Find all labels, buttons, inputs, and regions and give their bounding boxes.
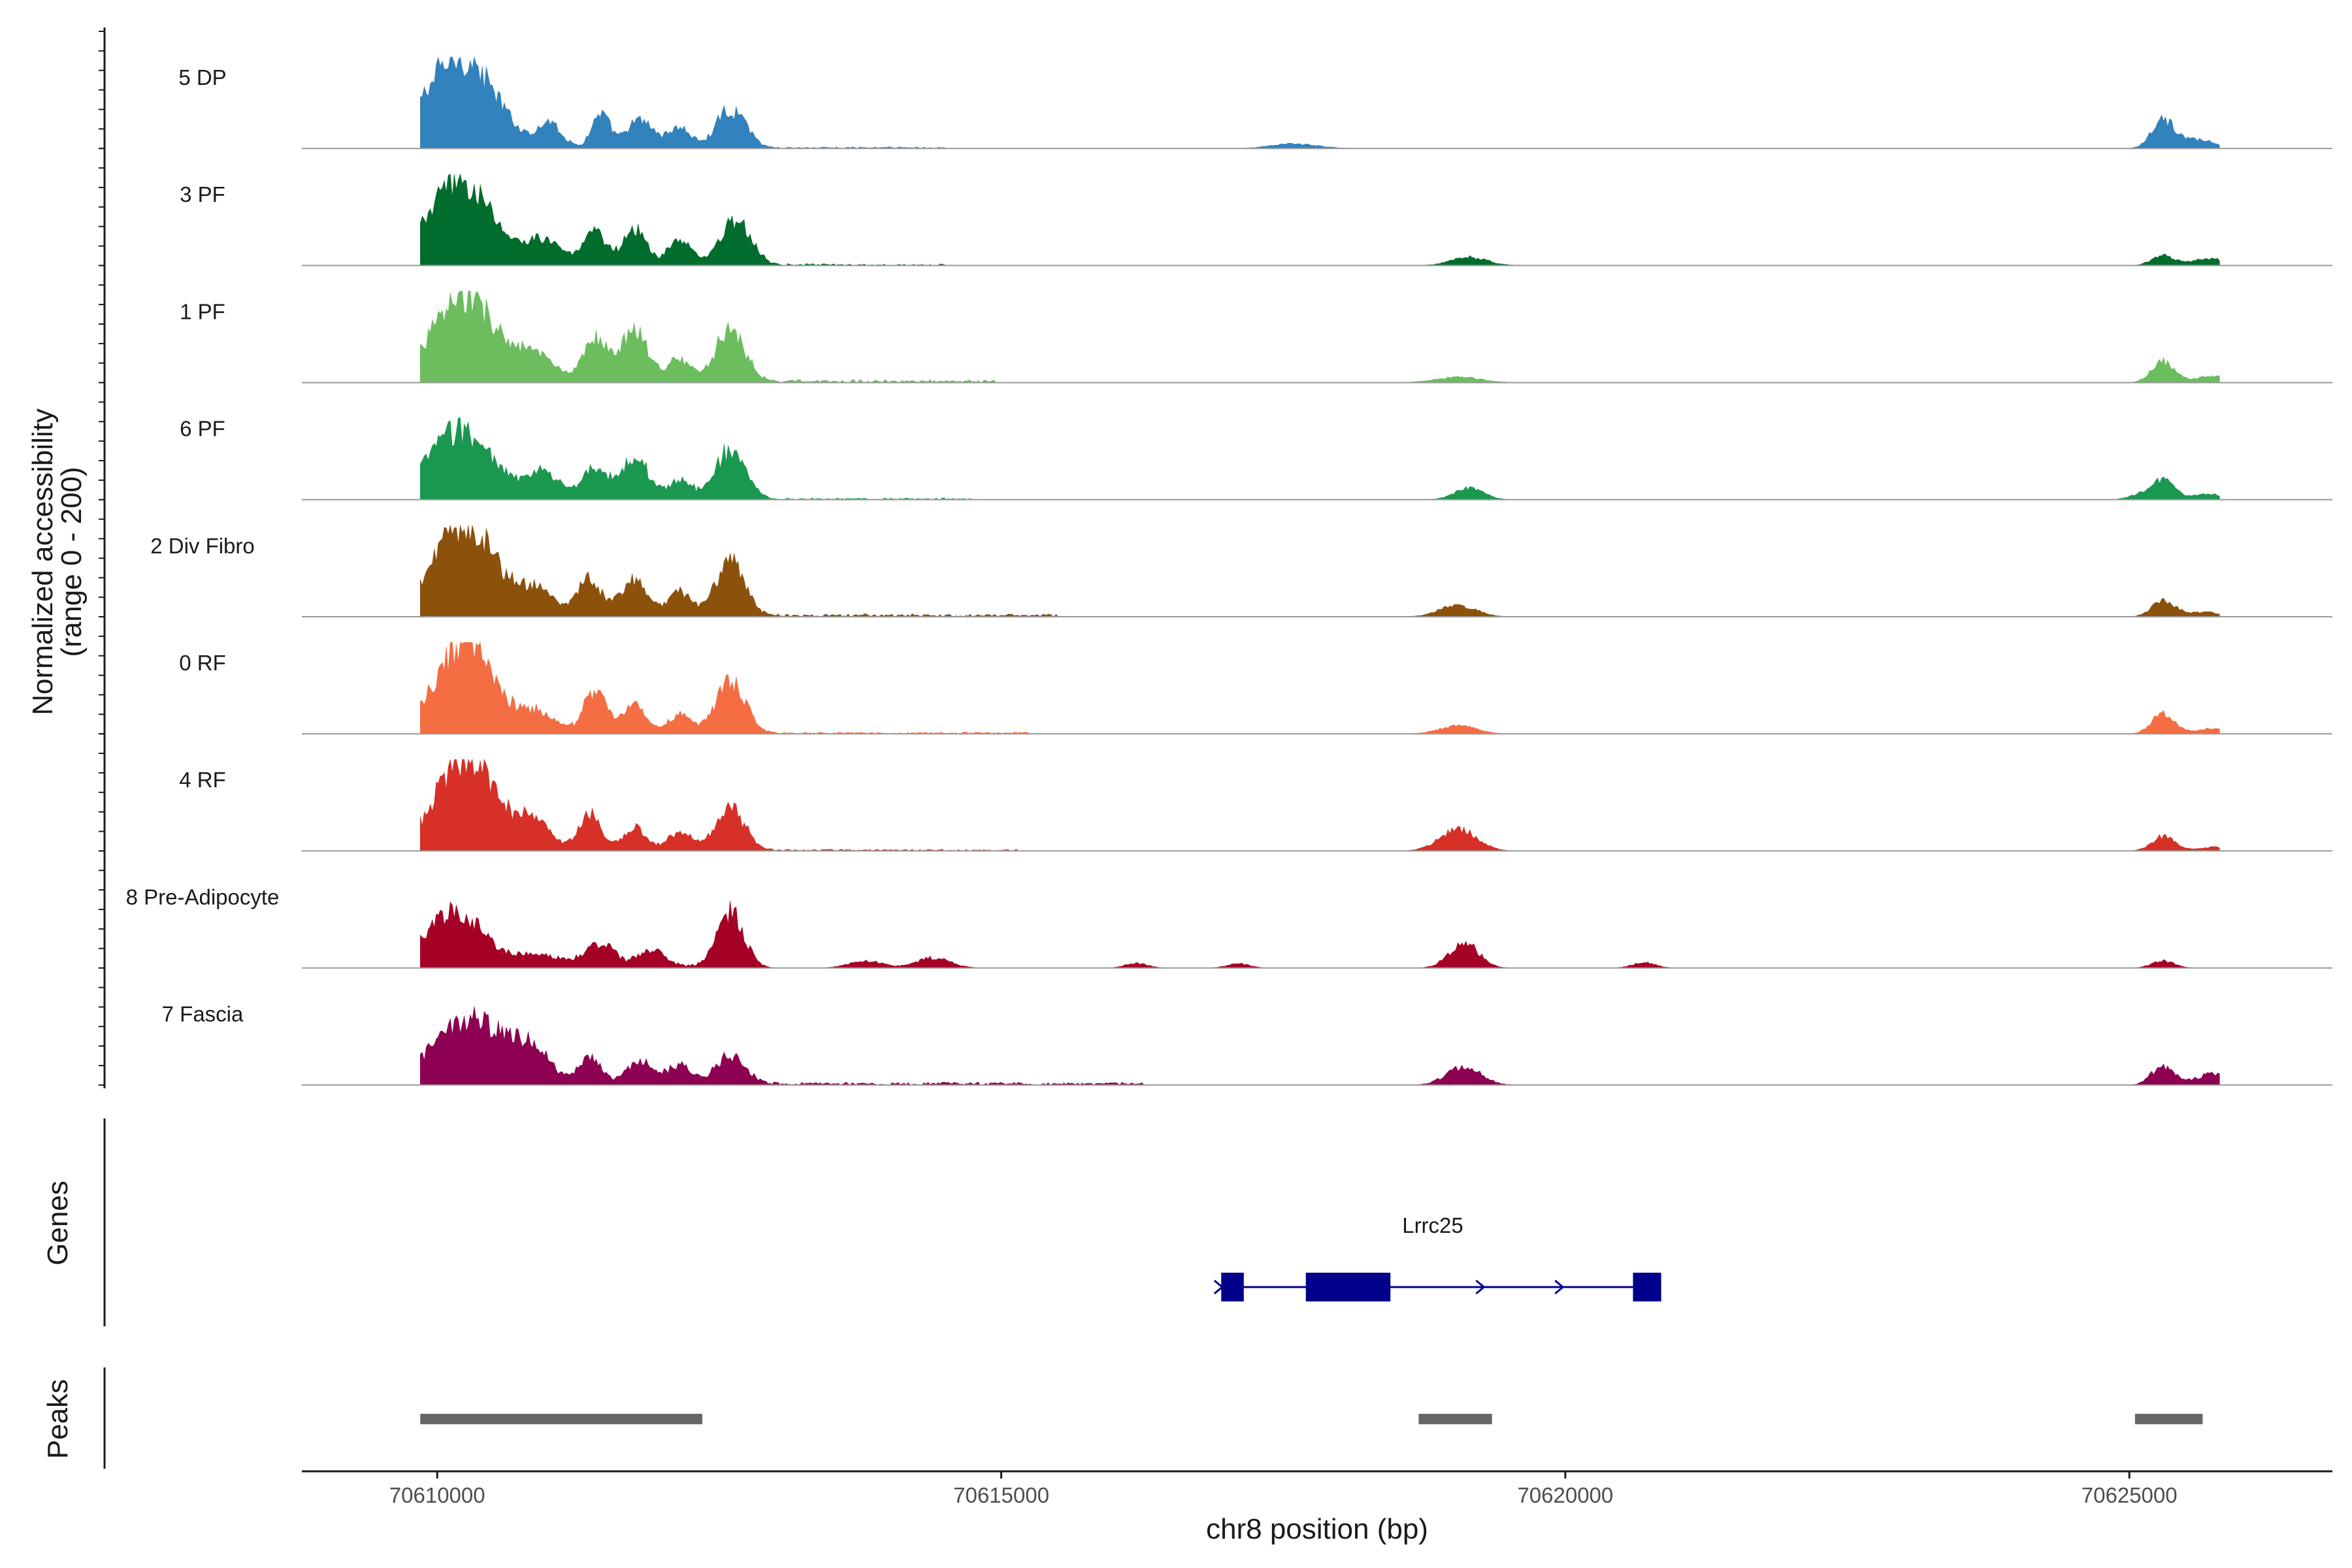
gene-annotation-panel: Genes Lrrc25 [42, 1119, 1661, 1326]
peaks-panel: Peaks [42, 1367, 2203, 1469]
track-4-rf: 4 RF [179, 759, 2332, 852]
y-axis-title: Normalized accessibility [27, 408, 59, 715]
gene-name-label: Lrrc25 [1402, 1213, 1463, 1237]
track-label: 6 PF [180, 417, 225, 441]
coverage-tracks: 5 DP 3 PF 1 PF 6 PF 2 Div Fibro 0 RF 4 RF 8 Pre… [27, 27, 2332, 1088]
strand-arrow [1475, 1279, 1486, 1295]
coverage-area [420, 56, 2220, 149]
track-label: 5 DP [178, 65, 226, 90]
peak-region [420, 1414, 702, 1424]
coverage-area [420, 291, 2220, 383]
track-5-dp: 5 DP [178, 56, 2332, 150]
track-0-rf: 0 RF [179, 642, 2332, 735]
x-axis: 70610000 70615000 70620000 70625000 chr8 pos… [302, 1470, 2332, 1545]
strand-arrow [1554, 1279, 1565, 1295]
track-label: 2 Div Fibro [150, 534, 255, 558]
track-2-div-fibro: 2 Div Fibro [150, 525, 2332, 617]
track-label: 1 PF [180, 299, 225, 323]
y-axis-range: (range 0 - 200) [56, 466, 88, 657]
gene-exon [1221, 1273, 1244, 1301]
x-axis-title: chr8 position (bp) [1206, 1513, 1428, 1545]
track-label: 4 RF [179, 768, 226, 792]
x-tick-label: 70615000 [953, 1483, 1049, 1507]
track-7-fascia: 7 Fascia [162, 1002, 2332, 1086]
coverage-area [420, 173, 2220, 266]
track-8-pre-adipocyte: 8 Pre-Adipocyte [126, 885, 2332, 969]
track-label: 7 Fascia [162, 1002, 244, 1026]
track-6-pf: 6 PF [180, 417, 2332, 500]
genes-panel-label: Genes [42, 1181, 74, 1266]
peak-region [1418, 1414, 1492, 1424]
track-1-pf: 1 PF [180, 291, 2332, 384]
track-label: 3 PF [180, 182, 225, 206]
x-tick-label: 70620000 [1517, 1483, 1613, 1507]
track-label: 0 RF [179, 651, 226, 675]
coverage-area [420, 525, 2220, 617]
peak-region [2134, 1414, 2203, 1424]
track-3-pf: 3 PF [180, 173, 2332, 267]
coverage-area [420, 642, 2220, 734]
x-tick-label: 70610000 [389, 1483, 485, 1507]
peaks-panel-label: Peaks [42, 1379, 74, 1459]
gene-lrrc25: Lrrc25 [1213, 1213, 1661, 1301]
x-tick-label: 70625000 [2082, 1483, 2178, 1507]
coverage-area [420, 417, 2220, 500]
coverage-area [420, 1006, 2220, 1086]
gene-exon [1305, 1273, 1391, 1301]
coverage-area [420, 759, 2220, 851]
strand-arrow [1213, 1279, 1224, 1295]
coverage-area [420, 900, 2220, 968]
gene-exon [1633, 1273, 1661, 1301]
track-label: 8 Pre-Adipocyte [126, 885, 280, 909]
